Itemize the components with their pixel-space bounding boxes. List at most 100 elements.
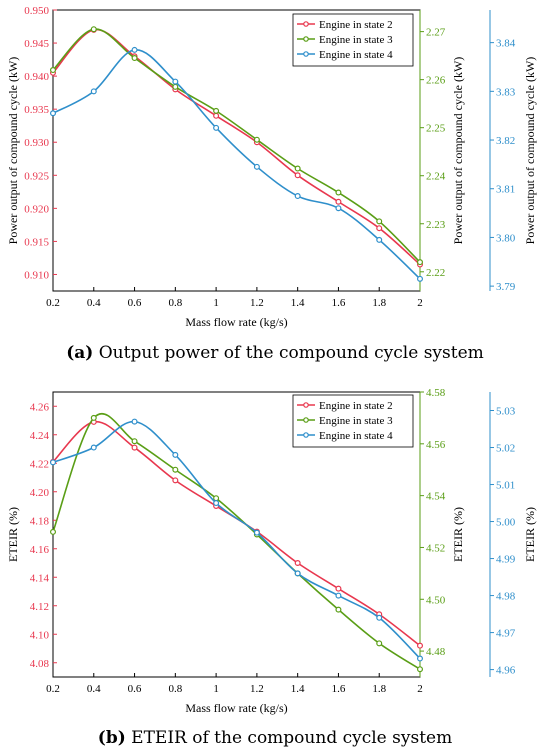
left-y-tick-label: 4.20 [30, 487, 50, 499]
caption-a-text: Output power of the compound cycle syste… [93, 343, 484, 363]
series-line-state-2 [52, 421, 421, 647]
data-point [90, 414, 97, 421]
left-y-tick-label: 4.18 [30, 515, 50, 527]
left-y-tick-label: 4.14 [30, 572, 50, 584]
left-y-tick-label: 0.950 [24, 5, 49, 17]
x-tick-label: 0.8 [168, 297, 182, 309]
right-y-tick-label: 3.83 [496, 86, 516, 98]
mid-y-tick-label: 4.48 [426, 646, 446, 658]
data-point [376, 236, 383, 243]
chart-panel-b: 0.2 0.4 0.6 0.8 1 1.2 1.4 1.6 1.8 2 Mass flow rate… [6, 387, 537, 715]
data-point [131, 46, 138, 53]
data-point [335, 205, 342, 212]
data-point [253, 136, 260, 143]
caption-b-text: ETEIR of the compound cycle system [125, 728, 453, 748]
mid-y-tick-label: 4.50 [426, 594, 446, 606]
data-point [376, 614, 383, 621]
data-point [417, 666, 424, 673]
left-y-tick-label: 0.935 [24, 104, 49, 116]
caption-a-tag: (a) [66, 343, 94, 363]
data-point [49, 459, 56, 466]
data-point [213, 107, 220, 114]
mid-y-tick-label: 2.25 [426, 123, 446, 135]
mid-y-tick-label: 2.23 [426, 219, 446, 231]
legend-marker [303, 21, 309, 27]
data-point [253, 529, 260, 536]
series-line-state-3 [52, 412, 421, 670]
data-point [335, 592, 342, 599]
left-y-tick-label: 0.930 [24, 137, 49, 149]
legend-marker [303, 417, 309, 423]
x-tick-label: 1.2 [250, 297, 264, 309]
legend-box [292, 394, 414, 448]
data-point [90, 26, 97, 33]
mid-y-tick-label: 4.54 [426, 491, 446, 503]
caption-b: (b) ETEIR of the compound cycle system [0, 728, 550, 748]
x-tick-label: 1.4 [291, 683, 305, 695]
data-point [131, 438, 138, 445]
left-y-tick-label: 4.26 [30, 401, 50, 413]
x-tick-label: 2 [417, 683, 423, 695]
x-tick-label: 1 [213, 683, 219, 695]
left-y-tick-label: 4.24 [30, 430, 50, 442]
right-y-tick-label: 3.80 [496, 232, 516, 244]
data-point [376, 218, 383, 225]
left-y-tick-label: 0.915 [24, 236, 49, 248]
x-tick-label: 1.2 [250, 683, 264, 695]
data-point [49, 528, 56, 535]
data-point [417, 642, 424, 649]
data-point [131, 444, 138, 451]
data-point [417, 259, 424, 266]
data-point [49, 67, 56, 74]
x-tick-label: 1.8 [372, 683, 386, 695]
legend-label: Engine in state 2 [319, 19, 393, 31]
left-y-tick-label: 4.08 [30, 658, 50, 670]
left-y-tick-label: 4.10 [30, 629, 50, 641]
legend-marker [303, 36, 309, 42]
right-y-tick-label: 3.82 [496, 135, 515, 147]
x-tick-label: 0.2 [46, 297, 60, 309]
data-point [335, 198, 342, 205]
data-point [213, 495, 220, 502]
data-point [172, 451, 179, 458]
legend-label: Engine in state 3 [319, 34, 393, 46]
y-axis-label-mid: Power output of compound cycle (kW) [451, 57, 465, 245]
legend-marker [303, 402, 309, 408]
chart-panel-a: 0.2 0.4 0.6 0.8 1 1.2 1.4 1.6 1.8 2 Mass flow rate… [6, 5, 537, 329]
x-tick-label: 1.6 [332, 297, 346, 309]
data-point [172, 477, 179, 484]
right-y-tick-label: 5.02 [496, 443, 515, 455]
data-point [172, 466, 179, 473]
legend-label: Engine in state 4 [319, 430, 393, 442]
data-point [131, 418, 138, 425]
data-point [213, 124, 220, 131]
series-line-state-4 [52, 49, 421, 280]
left-y-tick-label: 4.12 [30, 601, 49, 613]
right-y-tick-label: 3.84 [496, 38, 516, 50]
right-y-tick-label: 4.96 [496, 665, 516, 677]
x-tick-label: 0.4 [87, 683, 101, 695]
data-point [294, 172, 301, 179]
data-point [49, 110, 56, 117]
mid-y-tick-label: 2.22 [426, 267, 445, 279]
mid-y-tick-label: 2.26 [426, 75, 446, 87]
mid-y-tick-label: 4.56 [426, 439, 446, 451]
data-point [172, 83, 179, 90]
data-point [131, 55, 138, 62]
mid-y-tick-label: 2.27 [426, 27, 446, 39]
y-axis-label-left: Power output of compound cycle (kW) [6, 57, 20, 245]
x-tick-label: 0.4 [87, 297, 101, 309]
right-y-tick-label: 4.99 [496, 554, 516, 566]
data-point [417, 275, 424, 282]
right-y-tick-label: 5.01 [496, 480, 515, 492]
legend-label: Engine in state 2 [319, 400, 393, 412]
y-axis-label-right: ETEIR (%) [523, 507, 537, 562]
right-y-tick-label: 3.81 [496, 184, 515, 196]
x-axis-label: Mass flow rate (kg/s) [185, 701, 287, 715]
legend: Engine in state 2 Engine in state 3 Engine… [292, 394, 414, 448]
data-point [417, 655, 424, 662]
data-point [335, 585, 342, 592]
right-y-tick-label: 3.79 [496, 281, 516, 293]
legend-marker [303, 51, 309, 57]
